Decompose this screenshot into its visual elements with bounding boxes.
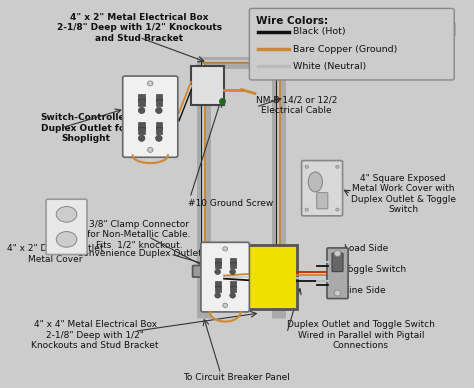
Ellipse shape: [56, 206, 77, 222]
FancyBboxPatch shape: [46, 199, 87, 255]
Text: 3/8" Clamp Connector
for Non-Metallic Cable.
Fits  1/2" knockout.: 3/8" Clamp Connector for Non-Metallic Ca…: [88, 220, 191, 249]
Text: 4" x 2" Metal Electrical Box
2-1/8" Deep with 1/2" Knockouts
and Stud Bracket: 4" x 2" Metal Electrical Box 2-1/8" Deep…: [57, 13, 222, 43]
Bar: [138, 121, 145, 128]
Bar: [138, 127, 145, 134]
FancyBboxPatch shape: [327, 248, 348, 299]
Bar: [230, 281, 236, 287]
FancyBboxPatch shape: [192, 265, 214, 277]
Circle shape: [336, 208, 339, 211]
Text: Load Side: Load Side: [344, 244, 388, 253]
FancyBboxPatch shape: [249, 9, 454, 80]
Circle shape: [334, 290, 341, 296]
Bar: [215, 286, 220, 292]
Circle shape: [305, 208, 309, 211]
Bar: [230, 262, 236, 268]
Text: #10 Ground Screw: #10 Ground Screw: [188, 199, 273, 208]
Circle shape: [223, 303, 228, 308]
Circle shape: [223, 247, 228, 251]
Text: White (Neutral): White (Neutral): [293, 62, 367, 71]
Ellipse shape: [215, 293, 220, 298]
FancyBboxPatch shape: [317, 193, 328, 209]
Text: Duplex Outlet and Toggle Switch
Wired in Parallel with Pigtail
Connections: Duplex Outlet and Toggle Switch Wired in…: [287, 320, 435, 350]
Bar: [138, 99, 145, 106]
Text: Line Side: Line Side: [344, 286, 386, 295]
Text: Switch-Controlled
Duplex Outlet for
Shoplight: Switch-Controlled Duplex Outlet for Shop…: [40, 113, 131, 143]
Text: Black (Hot): Black (Hot): [293, 27, 346, 36]
Bar: [230, 286, 236, 292]
Text: Wire Colors:: Wire Colors:: [256, 16, 328, 26]
Circle shape: [305, 165, 309, 168]
Bar: [230, 258, 236, 263]
Ellipse shape: [56, 232, 77, 247]
Ellipse shape: [155, 135, 162, 141]
Bar: [155, 94, 162, 100]
Text: Bare Copper (Ground): Bare Copper (Ground): [293, 45, 398, 54]
Ellipse shape: [230, 269, 236, 274]
Circle shape: [336, 165, 339, 168]
Bar: [215, 262, 220, 268]
Ellipse shape: [138, 135, 145, 141]
Bar: [138, 94, 145, 100]
Circle shape: [334, 251, 341, 256]
Ellipse shape: [308, 172, 322, 192]
Ellipse shape: [215, 269, 220, 274]
Text: Toggle Switch: Toggle Switch: [344, 265, 406, 274]
FancyBboxPatch shape: [123, 76, 178, 157]
FancyBboxPatch shape: [301, 161, 343, 216]
Text: Convenience Duplex Outlet: Convenience Duplex Outlet: [77, 249, 201, 258]
Bar: [155, 127, 162, 134]
Text: 4" x 4" Metal Electrical Box
2-1/8" Deep with 1/2"
Knockouts and Stud Bracket: 4" x 4" Metal Electrical Box 2-1/8" Deep…: [31, 320, 159, 350]
Bar: [191, 66, 224, 105]
Text: NM-B 14/2 or 12/2
Electrical Cable: NM-B 14/2 or 12/2 Electrical Cable: [256, 95, 337, 115]
Text: 4" Square Exposed
Metal Work Cover with
Duplex Outlet & Toggle
Switch: 4" Square Exposed Metal Work Cover with …: [351, 174, 456, 214]
Text: To Circuit Breaker Panel: To Circuit Breaker Panel: [183, 373, 290, 382]
Bar: [215, 258, 220, 263]
Bar: [155, 99, 162, 106]
Bar: [155, 121, 162, 128]
FancyBboxPatch shape: [201, 242, 249, 312]
Ellipse shape: [138, 107, 145, 114]
Bar: [224, 245, 297, 309]
Ellipse shape: [155, 107, 162, 114]
Circle shape: [147, 147, 153, 152]
FancyBboxPatch shape: [332, 253, 343, 272]
Text: 4" x 2" Duplex Outlet
Metal Cover: 4" x 2" Duplex Outlet Metal Cover: [7, 244, 104, 263]
Ellipse shape: [230, 293, 236, 298]
Bar: [215, 281, 220, 287]
Circle shape: [147, 81, 153, 86]
